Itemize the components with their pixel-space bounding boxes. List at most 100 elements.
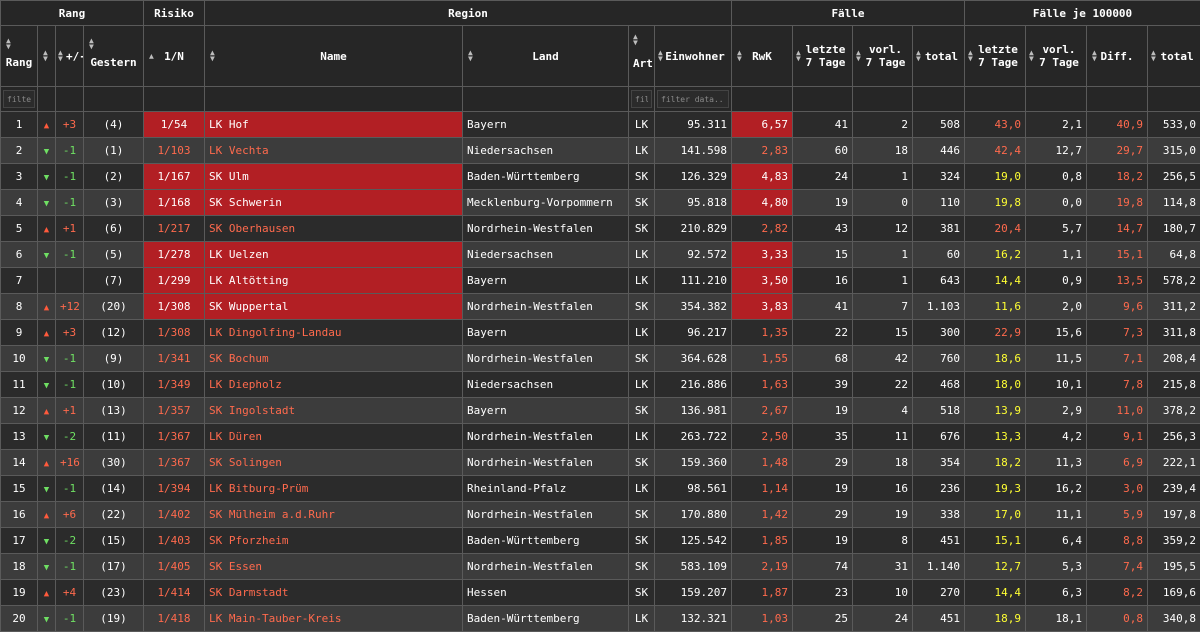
trend-up-icon: ▲ [44,511,49,521]
cell-total-100k-value: 533,0 [1163,118,1196,131]
cell-name-value: SK Mülheim a.d.Ruhr [209,508,335,521]
cell-trend: ▼ [38,372,56,398]
cell-rwk: 1,87 [732,580,793,606]
cell-gestern-value: (12) [100,326,127,339]
cell-change-value: -1 [63,352,76,365]
cell-vorl-7-tage-100k-value: 2,9 [1062,404,1082,417]
cell-gestern-value: (15) [100,534,127,547]
cell-vorl-7-tage-value: 11 [895,430,908,443]
cell-letzte-7-tage-100k: 13,9 [965,398,1026,424]
filter-input-einwohner[interactable] [657,90,729,108]
cell-vorl-7-tage: 15 [853,320,913,346]
cell-total: 451 [913,606,965,632]
column-header-change[interactable]: ▲▼+/- [56,26,84,87]
cell-vorl-7-tage-value: 7 [901,300,908,313]
cell-rang-value: 18 [12,560,25,573]
cell-vorl-7-tage-100k-value: 6,3 [1062,586,1082,599]
cell-einwohner-value: 210.829 [681,222,727,235]
cell-letzte-7-tage-100k-value: 18,0 [995,378,1022,391]
cell-land: Bayern [463,268,629,294]
column-header-letzte-7-tage[interactable]: ▲▼letzte 7 Tage [793,26,853,87]
cell-risk-value: 1/414 [157,586,190,599]
column-header-rang[interactable]: ▲▼Rang [1,26,38,87]
cell-diff: 7,4 [1087,554,1148,580]
cell-diff: 0,8 [1087,606,1148,632]
cell-vorl-7-tage: 16 [853,476,913,502]
column-header-gestern[interactable]: ▲▼Gestern [84,26,144,87]
cell-letzte-7-tage-value: 19 [835,404,848,417]
cell-gestern: (5) [84,242,144,268]
cell-total-value: 676 [940,430,960,443]
cell-total-value: 60 [947,248,960,261]
cell-name-value: LK Diepholz [209,378,282,391]
column-header-diff[interactable]: ▲▼Diff. [1087,26,1148,87]
cell-art: LK [629,476,655,502]
trend-up-icon: ▲ [44,121,49,131]
cell-change [56,268,84,294]
cell-art: SK [629,528,655,554]
cell-gestern: (19) [84,606,144,632]
cell-name: LK Uelzen [205,242,463,268]
column-header-art[interactable]: ▲▼Art [629,26,655,87]
column-header-total-100k[interactable]: ▲▼total [1148,26,1200,87]
cell-gestern: (12) [84,320,144,346]
cell-vorl-7-tage-100k-value: 11,5 [1056,352,1083,365]
cell-einwohner: 210.829 [655,216,732,242]
column-header-total[interactable]: ▲▼total [913,26,965,87]
cell-rwk: 4,80 [732,190,793,216]
group-header-faelle: Fälle [732,1,965,26]
column-header-vorl-7-tage[interactable]: ▲▼vorl. 7 Tage [853,26,913,87]
filter-input-art[interactable] [631,90,652,108]
column-header-vorl-7-tage-100k[interactable]: ▲▼vorl. 7 Tage [1026,26,1087,87]
cell-vorl-7-tage-100k: 12,7 [1026,138,1087,164]
cell-trend: ▼ [38,554,56,580]
cell-diff: 13,5 [1087,268,1148,294]
cell-trend: ▲ [38,502,56,528]
column-header-rwk[interactable]: ▲▼RwK [732,26,793,87]
cell-vorl-7-tage-100k: 1,1 [1026,242,1087,268]
column-header-name[interactable]: ▲▼Name [205,26,463,87]
cell-total-value: 643 [940,274,960,287]
filter-input-rang[interactable] [3,90,35,108]
column-header-risk[interactable]: ▲1/N [144,26,205,87]
cell-letzte-7-tage-100k-value: 12,7 [995,560,1022,573]
cell-change-value: +1 [63,222,76,235]
cell-risk: 1/357 [144,398,205,424]
cell-change-value: -1 [63,378,76,391]
group-header-risiko: Risiko [144,1,205,26]
cell-diff: 29,7 [1087,138,1148,164]
cell-letzte-7-tage: 23 [793,580,853,606]
cell-land: Nordrhein-Westfalen [463,502,629,528]
column-header-einwohner[interactable]: ▲▼Einwohner [655,26,732,87]
cell-total-100k: 340,8 [1148,606,1200,632]
cell-trend: ▼ [38,164,56,190]
column-header-letzte-7-tage-100k[interactable]: ▲▼letzte 7 Tage [965,26,1026,87]
cell-einwohner-value: 126.329 [681,170,727,183]
cell-name-value: SK Ulm [209,170,249,183]
column-header-land[interactable]: ▲▼Land [463,26,629,87]
cell-risk-value: 1/367 [157,430,190,443]
cell-rang: 3 [1,164,38,190]
column-header-sort-arrow[interactable]: ▲▼ [38,26,56,87]
cell-name: SK Solingen [205,450,463,476]
